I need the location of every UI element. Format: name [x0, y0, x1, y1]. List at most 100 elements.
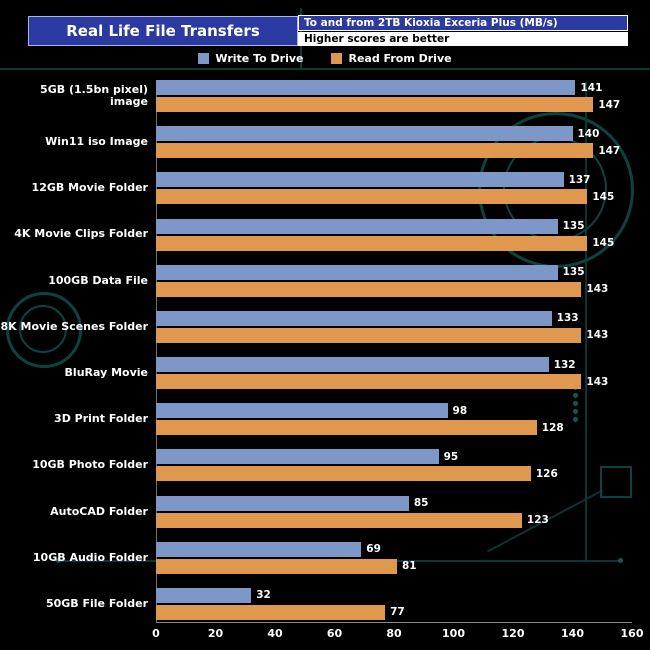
bar-cell: 143 [156, 281, 632, 297]
category-label: 8K Movie Scenes Folder [0, 319, 148, 333]
chart-group: 10GB Photo Folder 95 126 [0, 449, 632, 482]
chart-group: 10GB Audio Folder 69 81 [0, 541, 632, 574]
chart-note: Higher scores are better [298, 32, 628, 46]
bar-cell: 95 [156, 449, 632, 465]
bar-cell: 143 [156, 374, 632, 390]
bar-read [156, 466, 531, 482]
bar-value: 77 [390, 606, 405, 619]
bar-value: 147 [598, 98, 621, 111]
bar-cell: 132 [156, 357, 632, 373]
circuit-decoration [0, 68, 650, 70]
bar-value: 143 [586, 283, 609, 296]
bar-write [156, 126, 573, 142]
bar-read [156, 189, 588, 205]
category-label: BluRay Movie [64, 365, 148, 379]
bar-value: 143 [586, 329, 609, 342]
bar-cell: 135 [156, 264, 632, 280]
bar-write [156, 495, 409, 511]
chart-legend: Write To Drive Read From Drive [0, 52, 650, 65]
read-swatch-icon [331, 53, 343, 64]
x-axis: 0 20 40 60 80 100 120 140 160 [152, 622, 643, 643]
bar-value: 85 [413, 497, 429, 510]
bar-write [156, 403, 448, 419]
bar-value: 128 [541, 421, 564, 434]
category-label: AutoCAD Folder [50, 504, 148, 518]
legend-item-write: Write To Drive [198, 52, 303, 65]
bar-cell: 85 [156, 495, 632, 511]
bar-value: 135 [562, 220, 585, 233]
axis-tick-label: 20 [207, 627, 224, 640]
bar-value: 135 [562, 266, 585, 279]
bar-cell: 77 [156, 604, 632, 620]
bar-cell: 126 [156, 466, 632, 482]
bar-cell: 145 [156, 235, 632, 251]
chart-group: 8K Movie Scenes Folder 133 143 [0, 310, 632, 343]
bar-cell: 141 [156, 80, 632, 95]
axis-tick-label: 160 [620, 627, 644, 640]
bar-cell: 147 [156, 97, 632, 112]
chart-group: 100GB Data File 135 143 [0, 264, 632, 297]
category-label: 10GB Audio Folder [32, 550, 148, 564]
bar-value: 126 [535, 467, 558, 480]
bar-read [156, 512, 522, 528]
circuit-decoration [6, 292, 82, 368]
bar-cell: 135 [156, 218, 632, 234]
circuit-decoration [573, 401, 578, 406]
write-swatch-icon [198, 53, 210, 64]
chart-group: 3D Print Folder 98 128 [0, 403, 632, 436]
axis-tick-label: 60 [326, 627, 343, 640]
category-label: Win11 iso Image [45, 135, 148, 149]
circuit-decoration [600, 466, 632, 498]
chart-body: 5GB (1.5bn pixel) image 141 147 Win11 iso I… [0, 80, 632, 620]
bar-value: 98 [452, 404, 468, 417]
circuit-decoration [573, 409, 578, 414]
chart-group: 5GB (1.5bn pixel) image 141 147 [0, 80, 632, 112]
bar-write [156, 172, 564, 188]
chart-group: Win11 iso Image 140 147 [0, 126, 632, 159]
bar-write [156, 264, 558, 280]
bar-value: 95 [443, 450, 459, 463]
legend-item-read: Read From Drive [331, 52, 452, 65]
category-label: 50GB File Folder [45, 596, 148, 610]
bar-write [156, 587, 252, 603]
bar-cell: 147 [156, 143, 632, 159]
bar-write [156, 541, 362, 557]
chart-title: Real Life File Transfers [28, 16, 298, 46]
axis-tick-label: 140 [561, 627, 584, 640]
bar-value: 137 [568, 173, 591, 186]
bar-value: 69 [366, 543, 381, 556]
bar-cell: 69 [156, 541, 632, 557]
circuit-decoration [618, 558, 623, 563]
chart-group: 12GB Movie Folder 137 145 [0, 172, 632, 205]
circuit-decoration [573, 417, 578, 422]
category-label: 100GB Data File [48, 273, 148, 287]
category-label: 3D Print Folder [54, 412, 148, 426]
bar-value: 141 [580, 81, 603, 94]
bar-read [156, 281, 582, 297]
bar-read [156, 558, 397, 574]
bar-read [156, 235, 588, 251]
bar-cell: 140 [156, 126, 632, 142]
chart-group: BluRay Movie 132 143 [0, 357, 632, 390]
bar-value: 140 [577, 127, 600, 140]
bar-write [156, 218, 558, 234]
bar-cell: 32 [156, 587, 632, 603]
circuit-decoration [19, 305, 67, 353]
bar-cell: 81 [156, 558, 632, 574]
bar-read [156, 327, 582, 343]
bar-cell: 145 [156, 189, 632, 205]
bar-value: 147 [598, 144, 621, 157]
bar-write [156, 357, 549, 373]
bar-value: 133 [556, 312, 579, 325]
bar-value: 145 [592, 190, 615, 203]
circuit-decoration [56, 558, 61, 563]
bar-value: 132 [553, 358, 576, 371]
category-label: 12GB Movie Folder [31, 181, 148, 195]
bar-cell: 137 [156, 172, 632, 188]
circuit-decoration [585, 82, 587, 562]
bar-write [156, 80, 576, 95]
bar-read [156, 604, 386, 620]
axis-tick-label: 40 [267, 627, 283, 640]
chart-group: 4K Movie Clips Folder 135 145 [0, 218, 632, 251]
